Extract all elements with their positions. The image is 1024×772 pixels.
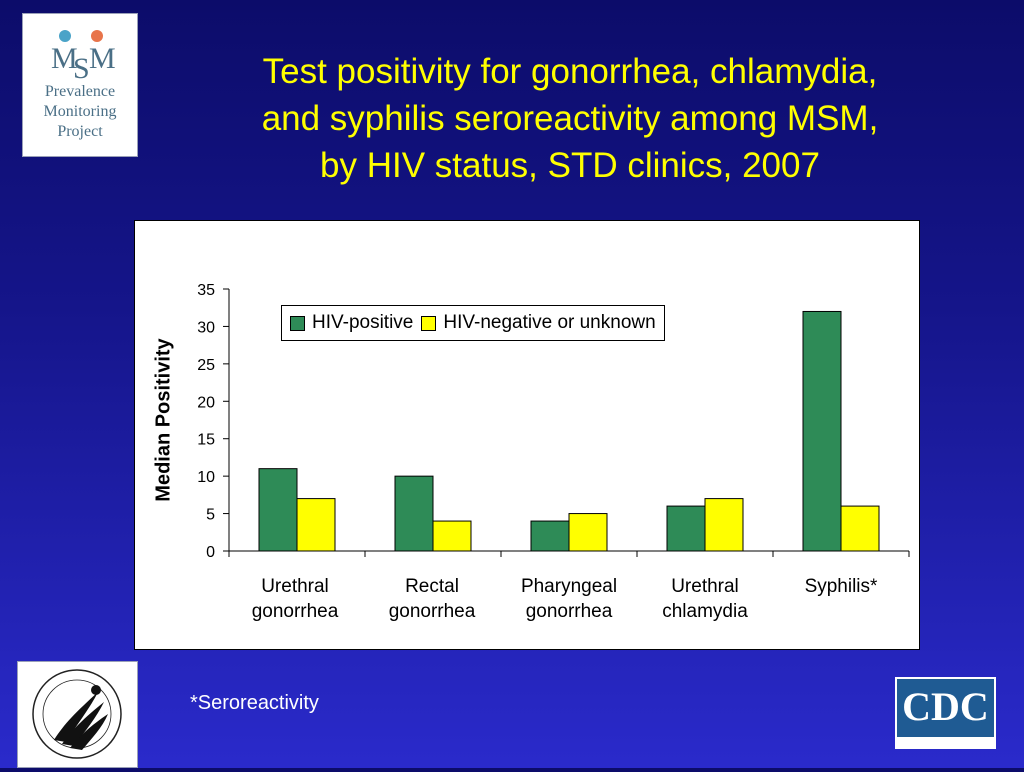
bar-hiv-negative-4	[840, 505, 880, 552]
y-axis-label-text: Median Positivity	[152, 338, 175, 502]
y-tick-label: 0	[206, 544, 215, 561]
hhs-eagle-icon	[32, 669, 122, 759]
y-tick-label: 30	[197, 319, 215, 336]
msm-logo-dot-right	[91, 30, 103, 42]
x-tick-label-line: Pharyngeal	[520, 576, 618, 597]
y-tick-label: 20	[197, 394, 215, 411]
x-tick-label-line: Syphilis*	[804, 576, 878, 597]
legend-entry-hiv-negative: HIV-negative or unknown	[421, 312, 656, 334]
cdc-logo-panel: CDC	[897, 679, 994, 747]
chart-title-line-3: by HIV status, STD clinics, 2007	[320, 146, 820, 185]
bar-hiv-positive-4	[802, 310, 842, 552]
msm-logo: M S M Prevalence Monitoring Project	[22, 13, 138, 157]
cdc-logo-tagline-strip	[897, 737, 994, 747]
legend-label-hiv-negative: HIV-negative or unknown	[443, 312, 656, 333]
msm-logo-line3: Project	[57, 123, 103, 140]
x-tick-label-pharyngeal-gonorrhea: Pharyngeal gonorrhea	[499, 574, 639, 624]
x-tick-label-line: gonorrhea	[525, 601, 613, 622]
chart-title-line-1: Test positivity for gonorrhea, chlamydia…	[262, 52, 878, 91]
bar-hiv-negative-1	[432, 520, 472, 552]
legend-label-hiv-positive: HIV-positive	[312, 312, 414, 333]
msm-logo-line2: Monitoring	[43, 103, 117, 120]
x-tick-label-line: gonorrhea	[388, 601, 476, 622]
x-tick-label-syphilis: Syphilis*	[771, 574, 911, 599]
x-tick-label-urethral-gonorrhea: Urethral gonorrhea	[225, 574, 365, 624]
bar-hiv-negative-3	[704, 498, 744, 552]
legend-swatch-hiv-positive	[290, 315, 305, 331]
msm-logo-mark: M S M	[23, 30, 137, 85]
msm-logo-line1: Prevalence	[44, 83, 116, 100]
cdc-logo: CDC	[895, 677, 996, 749]
x-tick-label-line: Urethral	[671, 576, 739, 597]
chart-legend: HIV-positive HIV-negative or unknown	[281, 305, 665, 341]
legend-entry-hiv-positive: HIV-positive	[290, 312, 413, 334]
footnote: *Seroreactivity	[190, 692, 319, 714]
x-tick-label-line: Urethral	[261, 576, 329, 597]
bar-hiv-positive-1	[394, 475, 434, 552]
msm-logo-letter-s: S	[73, 52, 90, 85]
y-tick-label: 25	[197, 357, 215, 374]
bar-hiv-positive-0	[258, 468, 298, 552]
x-tick-label-line: gonorrhea	[251, 601, 339, 622]
y-tick-label: 15	[197, 432, 215, 449]
y-tick-label: 35	[197, 282, 215, 299]
x-tick-label-urethral-chlamydia: Urethral chlamydia	[635, 574, 775, 624]
msm-logo-letter-m2: M	[89, 42, 116, 75]
y-tick-label: 5	[206, 507, 215, 524]
bar-hiv-negative-0	[296, 498, 336, 552]
hhs-logo	[17, 661, 138, 768]
legend-swatch-hiv-negative	[421, 315, 437, 331]
bar-hiv-positive-3	[666, 505, 706, 552]
msm-logo-letter-m1: M	[51, 42, 78, 75]
chart-title: Test positivity for gonorrhea, chlamydia…	[180, 48, 960, 189]
bar-chart: 0 5 10 15 20 25 30 35	[197, 282, 910, 561]
y-tick-label: 10	[197, 469, 215, 486]
x-tick-label-line: chlamydia	[662, 601, 748, 622]
x-tick-label-line: Rectal	[405, 576, 459, 597]
x-tick-label-rectal-gonorrhea: Rectal gonorrhea	[362, 574, 502, 624]
msm-logo-caption: Prevalence Monitoring Project	[23, 82, 137, 142]
cdc-logo-letters: CDC	[902, 684, 989, 729]
chart-panel: 0 5 10 15 20 25 30 35 Median Positivity HIV-pos…	[134, 220, 920, 650]
bar-hiv-negative-2	[568, 513, 608, 552]
chart-title-line-2: and syphilis seroreactivity among MSM,	[261, 99, 879, 138]
bar-hiv-positive-2	[530, 520, 570, 552]
msm-logo-dot-left	[59, 30, 71, 42]
